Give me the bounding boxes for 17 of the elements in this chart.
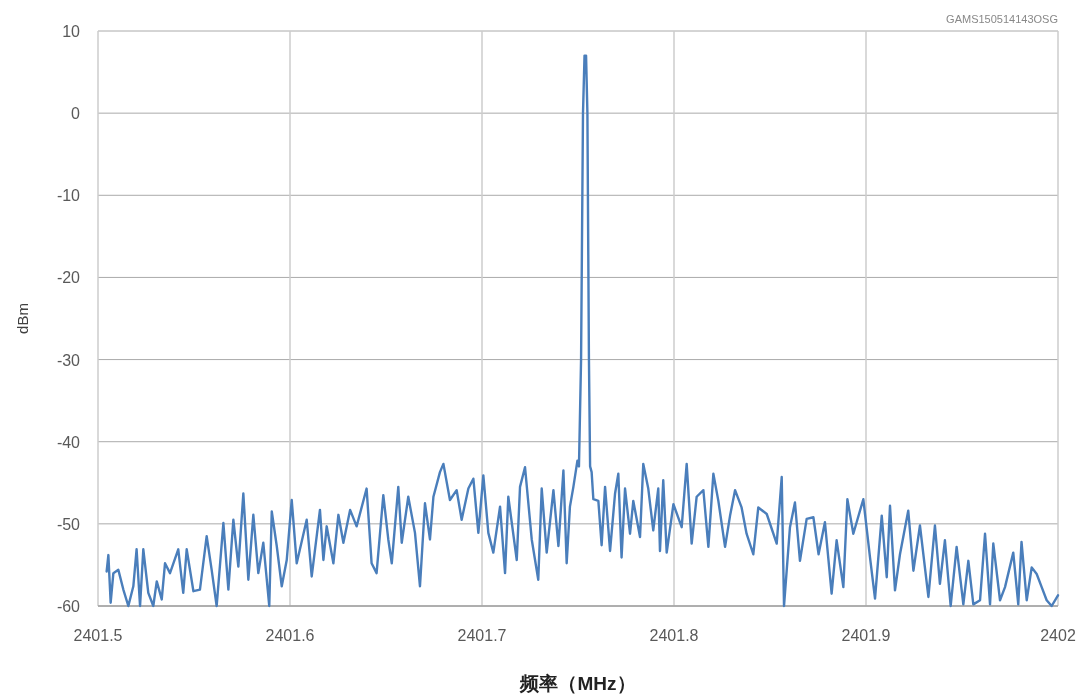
y-tick-label: -60 xyxy=(56,598,81,615)
x-tick-label: 2401.5 xyxy=(73,627,123,644)
y-tick-label: -40 xyxy=(56,433,81,451)
y-tick-label: -50 xyxy=(56,515,81,533)
x-tick-label: 2401.9 xyxy=(841,627,891,644)
y-tick-label: -20 xyxy=(56,269,81,287)
x-tick-label: 2401.8 xyxy=(649,627,699,644)
x-tick-label: 2402 xyxy=(1040,627,1076,644)
y-tick-label: 0 xyxy=(71,105,81,123)
y-tick-label: -10 xyxy=(56,187,81,205)
y-tick-label: -30 xyxy=(56,351,81,369)
x-tick-label: 2401.6 xyxy=(265,627,315,644)
y-axis-title: dBm xyxy=(14,303,31,334)
y-tick-label: 10 xyxy=(62,23,81,40)
x-tick-label: 2401.7 xyxy=(457,627,507,644)
x-axis-title: 频率（MHz） xyxy=(519,673,636,694)
text: GAMS150514143OSG xyxy=(946,13,1058,25)
